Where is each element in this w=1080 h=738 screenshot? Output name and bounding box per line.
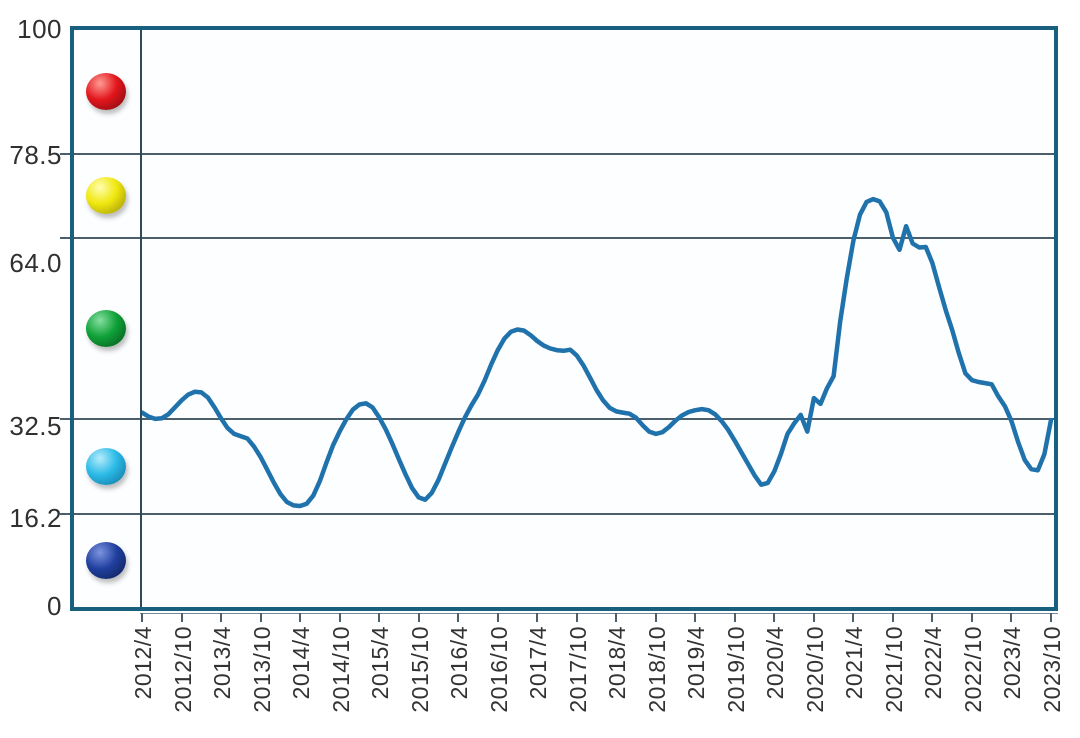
x-tick-2017/4 <box>536 613 539 622</box>
x-axis-label: 2013/4 <box>209 626 236 700</box>
x-axis-label: 2014/4 <box>288 626 315 700</box>
x-tick-2014/4 <box>299 613 302 622</box>
x-axis-label: 2015/10 <box>406 626 433 713</box>
y-axis-label: 100 <box>17 14 62 44</box>
x-tick-2021/4 <box>852 613 855 622</box>
gridline-32.5 <box>74 418 1054 421</box>
x-tick-2020/4 <box>773 613 776 622</box>
x-axis-label: 2020/4 <box>762 626 789 700</box>
y-axis-label: 0 <box>47 591 62 621</box>
x-axis-label: 2018/4 <box>604 626 631 700</box>
y-axis-label: 64.0 <box>9 247 62 278</box>
x-tick-2019/10 <box>733 613 736 622</box>
x-axis-label: 2021/10 <box>880 626 907 713</box>
y-axis-label: 16.2 <box>9 502 62 533</box>
x-tick-2019/4 <box>694 613 697 622</box>
x-axis-label: 2016/4 <box>446 626 473 700</box>
gridline-64 <box>74 236 1054 239</box>
legend-plot-divider <box>140 30 142 607</box>
x-axis-label: 2022/4 <box>920 626 947 700</box>
x-axis-label: 2016/10 <box>485 626 512 713</box>
x-tick-2016/4 <box>457 613 460 622</box>
x-tick-2018/10 <box>654 613 657 622</box>
x-axis-label: 2017/4 <box>525 626 552 700</box>
x-tick-2023/10 <box>1050 613 1052 622</box>
gridline-16.2 <box>74 512 1054 515</box>
x-axis-label: 2022/10 <box>959 626 986 713</box>
x-axis-label: 2019/10 <box>722 626 749 713</box>
x-axis-label: 2013/10 <box>248 626 275 713</box>
x-tick-2017/10 <box>575 613 578 622</box>
x-axis-label: 2012/4 <box>130 626 156 700</box>
x-tick-2022/10 <box>970 613 973 622</box>
x-axis-label: 2023/10 <box>1039 626 1065 713</box>
x-tick-2014/10 <box>338 613 341 622</box>
x-axis-label: 2021/4 <box>841 626 868 700</box>
y-tick-64 <box>60 236 70 239</box>
y-tick-32.5 <box>60 418 70 421</box>
x-axis-label: 2023/4 <box>999 626 1026 700</box>
gridline-78.5 <box>74 153 1054 156</box>
x-axis-label: 2014/10 <box>327 626 354 713</box>
blue-zone-ball <box>86 541 126 579</box>
x-axis-label: 2020/10 <box>801 626 828 713</box>
yellow-zone-ball <box>86 177 126 215</box>
x-axis-label: 2012/10 <box>169 626 196 713</box>
trend-line-plot <box>142 196 1053 509</box>
x-tick-2021/10 <box>891 613 894 622</box>
y-tick-78.5 <box>60 153 70 156</box>
x-tick-2015/10 <box>417 613 420 622</box>
x-axis-baseline <box>140 613 1058 614</box>
x-axis-label: 2019/4 <box>683 626 710 700</box>
red-zone-ball <box>86 73 126 111</box>
x-tick-2013/10 <box>259 613 262 622</box>
x-tick-2013/4 <box>220 613 223 622</box>
y-axis-label: 32.5 <box>9 411 62 442</box>
lightblue-zone-ball <box>86 447 126 485</box>
y-axis-label: 78.5 <box>9 140 62 171</box>
x-tick-2015/4 <box>378 613 381 622</box>
x-tick-2016/10 <box>496 613 499 622</box>
y-tick-16.2 <box>60 512 70 515</box>
x-tick-2018/4 <box>615 613 618 622</box>
x-tick-2020/10 <box>812 613 815 622</box>
x-axis-label: 2017/10 <box>564 626 591 713</box>
green-zone-ball <box>86 309 126 347</box>
x-axis-label: 2018/10 <box>643 626 670 713</box>
x-tick-2023/4 <box>1010 613 1013 622</box>
x-tick-2012/4 <box>141 613 143 622</box>
trend-line <box>142 196 1053 509</box>
x-tick-2012/10 <box>180 613 183 622</box>
x-tick-2022/4 <box>931 613 934 622</box>
x-axis-label: 2015/4 <box>367 626 394 700</box>
